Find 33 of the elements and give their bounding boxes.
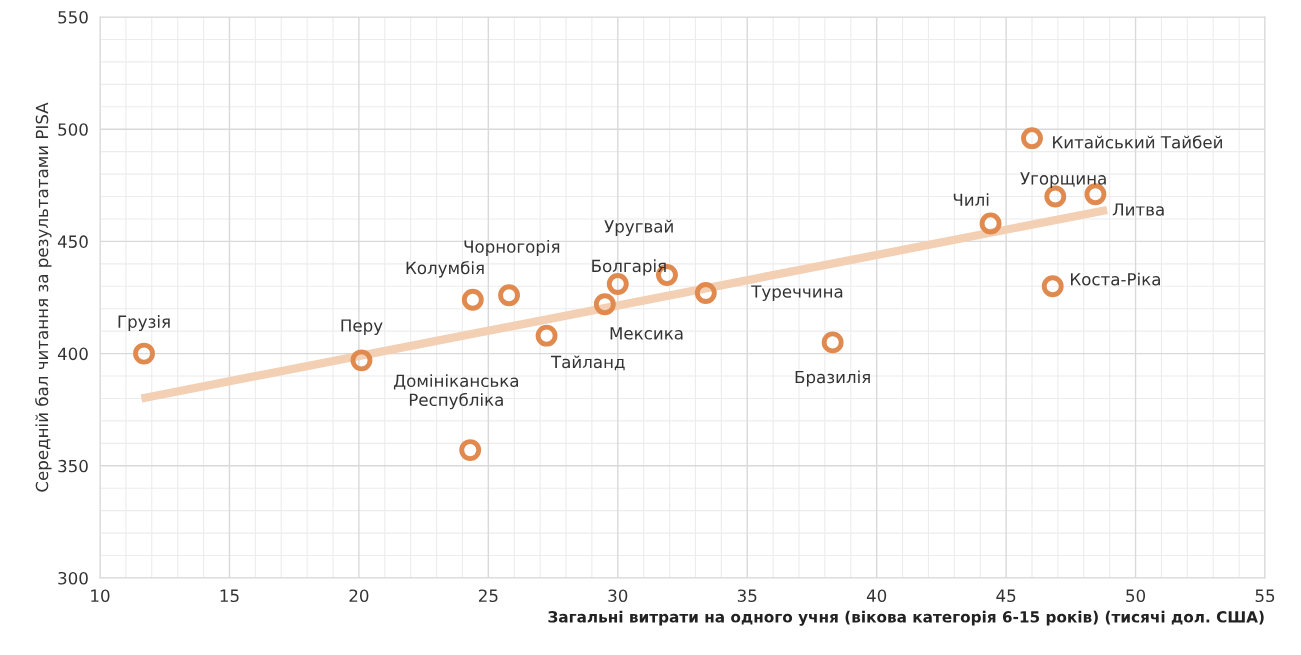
annotation: Туреччина xyxy=(751,285,843,302)
x-tick-label: 50 xyxy=(1126,589,1146,603)
annotation: Чорногорія xyxy=(464,239,560,257)
x-tick-label: 20 xyxy=(349,589,369,603)
annotation: Угорщина xyxy=(1020,172,1106,188)
y-tick-label: 300 xyxy=(58,571,88,585)
annotation: Мексика xyxy=(610,327,683,340)
x-tick-label: 15 xyxy=(220,589,239,603)
x-tick-label: 30 xyxy=(608,589,628,603)
x-tick-label: 40 xyxy=(866,589,887,603)
y-tick-label: 450 xyxy=(57,235,88,248)
annotation: Колумбія xyxy=(406,260,484,278)
x-tick-label: 55 xyxy=(1255,589,1275,603)
x-tick-label: 10 xyxy=(91,589,110,603)
y-tick-label: 550 xyxy=(58,10,88,24)
annotation: Домініканська Республіка xyxy=(393,374,518,410)
x-tick-label: 45 xyxy=(996,589,1016,603)
annotation: Бразилія xyxy=(795,370,870,387)
annotation: Уругвай xyxy=(604,219,673,236)
annotation: Грузія xyxy=(118,314,170,332)
y-tick-label: 350 xyxy=(58,459,88,473)
x-axis-title: Загальні витрати на одного учня (вікова категорія 6-15 років) (тисячі дол. США) xyxy=(548,610,1264,626)
annotation: Литва xyxy=(1112,203,1164,216)
y-axis-title: Середній бал читання за результатами PISA xyxy=(35,102,52,492)
annotation: Перу xyxy=(341,319,383,336)
y-tick-label: 500 xyxy=(58,123,88,136)
x-tick-label: 25 xyxy=(478,589,498,603)
annotation: Китайський Тайбей xyxy=(1053,135,1222,149)
annotation: Чилі xyxy=(953,193,989,206)
annotation: Тайланд xyxy=(550,355,625,371)
x-tick-label: 35 xyxy=(737,589,757,603)
annotation: Коста-Ріка xyxy=(1071,272,1160,286)
y-tick-label: 400 xyxy=(57,347,88,361)
